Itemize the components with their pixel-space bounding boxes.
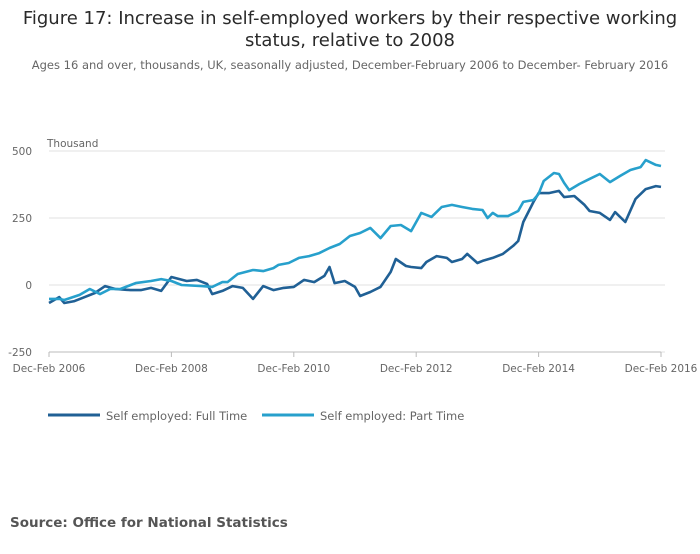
chart-title-line-1: Figure 17: Increase in self-employed wor…: [23, 8, 677, 29]
legend-label: Self employed: Part Time: [320, 409, 464, 423]
y-tick-label: -250: [8, 347, 32, 359]
series-line-part-time: [49, 158, 662, 302]
chart-subtitle: Ages 16 and over, thousands, UK, seasona…: [32, 58, 668, 72]
y-axis-label: Thousand: [46, 138, 98, 150]
x-tick-label: Dec-Feb 2008: [135, 363, 208, 375]
source-note: Source: Office for National Statistics: [10, 515, 288, 531]
series-line-full-time: [48, 184, 662, 305]
legend-label: Self employed: Full Time: [106, 409, 247, 423]
x-tick-label: Dec-Feb 2010: [257, 363, 330, 375]
x-tick-label: Dec-Feb 2006: [13, 363, 86, 375]
x-tick-label: Dec-Feb 2014: [502, 363, 575, 375]
y-tick-label: 500: [12, 146, 32, 158]
y-tick-label: 0: [25, 280, 32, 292]
y-tick-label: 250: [12, 213, 32, 225]
x-tick-label: Dec-Feb 2016: [625, 363, 698, 375]
chart-title-line-2: status, relative to 2008: [245, 30, 455, 51]
x-tick-label: Dec-Feb 2012: [380, 363, 453, 375]
